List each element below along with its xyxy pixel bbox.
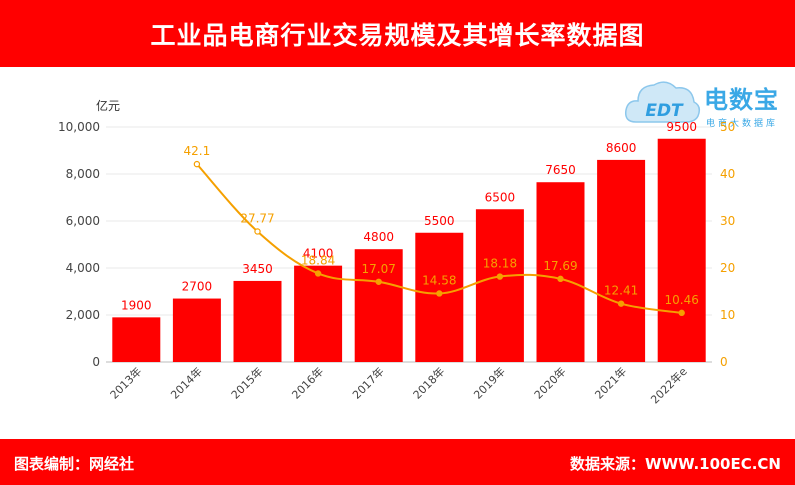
bar-value-label: 9500 [666, 120, 697, 134]
bar-value-label: 7650 [545, 163, 576, 177]
bar [294, 265, 343, 362]
cloud-logo-icon: EDT [624, 81, 701, 123]
page-title: 工业品电商行业交易规模及其增长率数据图 [150, 20, 645, 50]
logo-brand-text: 电数宝 [704, 86, 779, 114]
x-tick-label: 2017年 [349, 364, 386, 401]
combo-chart: 0 2,000 4,000 6,000 8,000 10,000 0 10 20 30 40 50 亿元… [58, 98, 735, 406]
footer-bar: 图表编制：网经社 数据来源：WWW.100EC.CN [0, 439, 795, 485]
y-tick-label: 10,000 [58, 120, 100, 134]
bar [233, 280, 282, 362]
growth-rate-point [193, 160, 201, 168]
growth-rate-point [436, 290, 443, 297]
y-tick-label: 8,000 [66, 167, 100, 181]
bar [172, 298, 221, 362]
y-tick-label: 2,000 [66, 308, 100, 322]
bar [112, 317, 161, 362]
growth-rate-label: 18.84 [301, 253, 335, 267]
bar-value-label: 4100 [303, 247, 334, 261]
bar-value-label: 5500 [424, 214, 455, 228]
bar [657, 138, 706, 362]
logo-emblem-text: EDT [645, 101, 684, 121]
x-tick-label: 2014年 [168, 364, 205, 401]
y-tick-label: 6,000 [66, 214, 100, 228]
y-axis-label: 亿元 [96, 98, 120, 113]
bar [354, 249, 403, 362]
y2-tick-label: 40 [720, 167, 735, 181]
growth-rate-label: 14.58 [422, 273, 456, 287]
x-tick-label: 2013年 [107, 364, 144, 401]
bar [597, 159, 646, 362]
growth-rate-label: 18.18 [483, 257, 517, 271]
growth-rate-label: 17.07 [362, 262, 396, 276]
growth-rate-point [496, 273, 504, 280]
y2-tick-label: 50 [720, 120, 735, 134]
x-tick-label: 2020年 [531, 364, 568, 401]
brand-logo: EDT 电数宝 电商大数据库 [622, 72, 792, 134]
growth-rate-label: 17.69 [543, 259, 577, 273]
x-tick-label: 2019年 [471, 364, 508, 401]
footer-credit: 图表编制：网经社 [14, 455, 135, 473]
bar-value-label: 4800 [363, 230, 394, 244]
y2-tick-label: 0 [720, 355, 728, 369]
bar-value-label: 3450 [242, 262, 273, 276]
x-tick-label: 2022年e [648, 364, 690, 406]
bar [415, 232, 464, 362]
growth-rate-label: 10.46 [665, 293, 699, 307]
logo-sub-text: 电商大数据库 [706, 119, 779, 129]
y2-tick-label: 30 [720, 214, 735, 228]
bar [475, 209, 524, 362]
y-tick-label: 0 [92, 355, 100, 369]
growth-rate-point [678, 309, 685, 317]
y2-tick-label: 20 [720, 261, 735, 275]
footer-source: 数据来源：WWW.100EC.CN [570, 455, 781, 473]
growth-rate-point [557, 275, 564, 283]
header-bar: 工业品电商行业交易规模及其增长率数据图 [0, 0, 795, 67]
x-tick-label: 2021年 [592, 364, 629, 401]
growth-rate-label: 27.77 [240, 211, 274, 225]
x-tick-label: 2018年 [410, 364, 447, 401]
bar-value-label: 2700 [182, 280, 213, 294]
bar-value-label: 6500 [485, 190, 516, 204]
growth-rate-point [314, 270, 322, 277]
bar [536, 182, 585, 362]
y2-tick-label: 10 [720, 308, 735, 322]
x-tick-label: 2015年 [228, 364, 265, 401]
y-tick-label: 4,000 [66, 261, 100, 275]
bar-value-label: 1900 [121, 298, 152, 312]
growth-rate-point [375, 278, 382, 285]
bar-value-label: 8600 [606, 141, 637, 155]
x-tick-label: 2016年 [289, 364, 326, 401]
growth-rate-label: 12.41 [604, 284, 638, 298]
growth-rate-label: 42.1 [184, 144, 211, 158]
growth-rate-point [254, 228, 261, 235]
growth-rate-point [617, 300, 625, 307]
